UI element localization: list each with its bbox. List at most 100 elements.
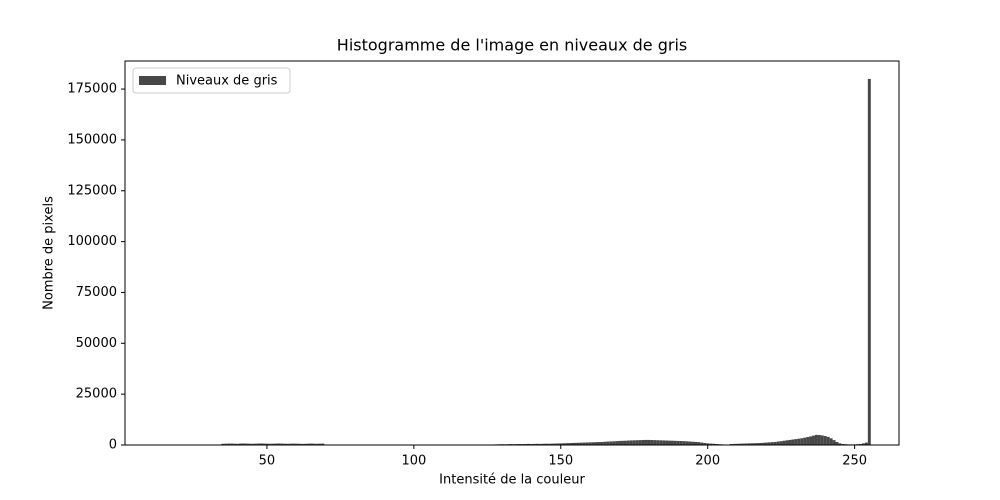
- bar: [233, 443, 237, 445]
- bar: [544, 443, 548, 445]
- bar: [788, 439, 792, 445]
- bar: [638, 440, 642, 445]
- legend-label: Niveaux de gris: [176, 74, 278, 89]
- bar: [800, 438, 804, 445]
- bar: [623, 440, 627, 445]
- chart-title: Histogramme de l'image en niveaux de gri…: [337, 36, 687, 55]
- bar: [244, 443, 248, 445]
- bar: [268, 443, 272, 445]
- bar: [224, 443, 228, 445]
- bar: [574, 442, 577, 445]
- bar: [321, 443, 325, 445]
- bar: [559, 443, 563, 445]
- x-tick-label: 100: [401, 454, 426, 469]
- plot-frame: [124, 60, 900, 446]
- bar: [747, 443, 751, 445]
- bar: [585, 442, 589, 445]
- bar: [609, 441, 613, 445]
- bar: [591, 442, 595, 445]
- bar: [697, 442, 701, 445]
- x-tick-label: 150: [548, 454, 573, 469]
- bar: [291, 443, 295, 445]
- bar: [785, 440, 789, 445]
- bar: [756, 443, 760, 445]
- bar: [612, 441, 616, 445]
- y-tick-label: 125000: [67, 183, 117, 198]
- bar: [656, 440, 660, 445]
- bar: [294, 443, 298, 445]
- bar: [312, 443, 316, 445]
- bar: [668, 440, 671, 445]
- bar: [541, 443, 545, 445]
- bar: [571, 442, 575, 445]
- bar: [286, 443, 289, 445]
- bar: [814, 434, 818, 445]
- bar: [529, 443, 533, 445]
- bar: [626, 440, 630, 445]
- bar: [227, 443, 231, 445]
- bar: [859, 443, 862, 445]
- bar: [706, 443, 710, 445]
- bar: [277, 443, 281, 445]
- bar: [715, 443, 718, 445]
- bar: [318, 443, 322, 445]
- bar: [776, 441, 780, 445]
- bar: [770, 442, 774, 445]
- bar: [303, 443, 307, 445]
- x-axis-label: Intensité de la couleur: [439, 473, 585, 488]
- bar: [659, 440, 663, 445]
- bar: [741, 443, 745, 445]
- bar: [603, 441, 607, 445]
- bar: [735, 443, 739, 445]
- bar: [600, 441, 604, 445]
- y-tick-label: 100000: [67, 234, 117, 249]
- bar: [518, 443, 522, 445]
- bar: [823, 436, 827, 445]
- bar: [817, 435, 821, 445]
- bar: [250, 443, 254, 445]
- bar: [679, 441, 683, 445]
- bar: [274, 443, 278, 445]
- bar: [650, 440, 654, 445]
- bar: [797, 438, 801, 445]
- bar: [594, 442, 598, 445]
- bar: [618, 440, 622, 445]
- y-tick-label: 0: [109, 438, 117, 453]
- bar: [729, 443, 733, 445]
- bar: [662, 440, 666, 445]
- bar: [767, 442, 771, 445]
- legend-box: [132, 67, 291, 94]
- bar: [306, 443, 310, 445]
- bar: [588, 442, 592, 445]
- bar: [606, 441, 610, 445]
- bar: [644, 439, 648, 445]
- bar: [682, 441, 686, 445]
- bar: [782, 440, 786, 445]
- bar: [809, 436, 813, 445]
- bar: [526, 443, 530, 445]
- bar: [262, 443, 266, 445]
- bar: [532, 443, 536, 445]
- bar: [753, 443, 757, 445]
- bar: [806, 437, 810, 445]
- bar: [803, 437, 807, 445]
- bar: [556, 443, 560, 445]
- bar: [759, 442, 763, 445]
- bar: [241, 443, 245, 445]
- bar: [309, 443, 313, 445]
- bar: [762, 442, 766, 445]
- bar: [256, 443, 260, 445]
- x-tick-label: 200: [695, 454, 720, 469]
- bar: [641, 440, 645, 445]
- bar: [826, 436, 830, 445]
- bar: [676, 440, 680, 445]
- bar: [864, 442, 868, 445]
- legend-swatch: [139, 76, 166, 85]
- bar: [300, 443, 304, 445]
- bar: [239, 443, 242, 445]
- bar: [582, 442, 586, 445]
- bar: [744, 443, 748, 445]
- bar: [288, 443, 292, 445]
- bar: [568, 443, 572, 445]
